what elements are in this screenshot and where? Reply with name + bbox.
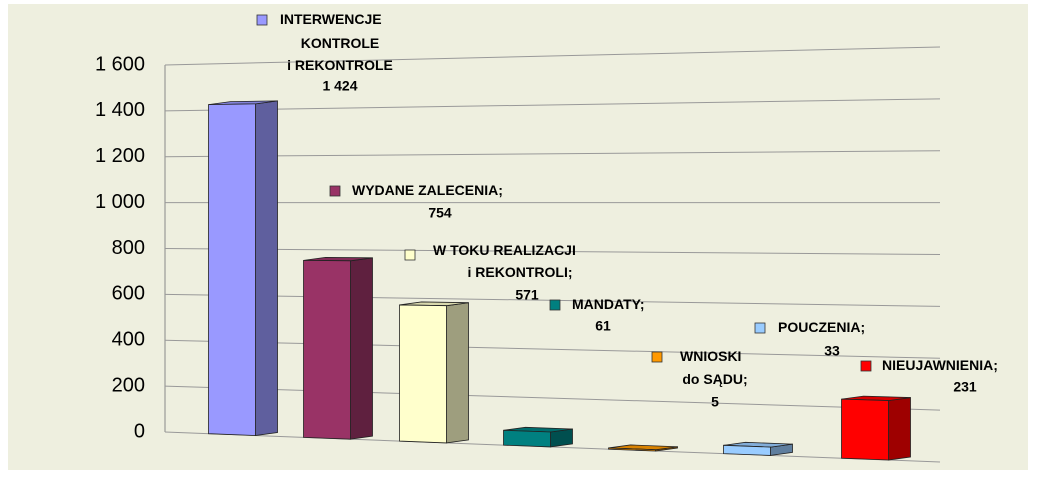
label-line: i REKONTROLE bbox=[287, 57, 393, 73]
y-tick-label: 1 400 bbox=[95, 99, 145, 121]
value-label: 61 bbox=[595, 318, 611, 334]
value-label: 1 424 bbox=[322, 78, 357, 94]
bar-side bbox=[350, 257, 373, 440]
value-label: 571 bbox=[515, 287, 539, 303]
bar bbox=[208, 103, 256, 436]
y-tick-label: 400 bbox=[112, 329, 145, 351]
legend-swatch bbox=[651, 351, 663, 363]
label-line: i REKONTROLI; bbox=[468, 264, 573, 280]
y-tick-label: 200 bbox=[112, 374, 145, 396]
bar bbox=[303, 259, 351, 440]
label-line: WYDANE ZALECENIA; bbox=[352, 182, 503, 198]
value-label: 5 bbox=[711, 394, 719, 410]
label-line: MANDATY; bbox=[572, 296, 645, 312]
value-label: 33 bbox=[824, 343, 840, 359]
grid-line bbox=[164, 46, 941, 66]
category-label: POUCZENIA; bbox=[778, 319, 865, 335]
legend-swatch bbox=[329, 185, 341, 197]
category-label: MANDATY; bbox=[572, 296, 645, 312]
legend-swatch bbox=[549, 299, 561, 311]
label-line: do SĄDU; bbox=[682, 371, 747, 387]
y-tick-label: 800 bbox=[112, 237, 145, 259]
y-tick-label: 1 600 bbox=[95, 53, 145, 75]
value-label: 754 bbox=[428, 205, 452, 221]
bar-side bbox=[255, 100, 278, 436]
category-label: W TOKU REALIZACJI i REKONTROLI; bbox=[433, 242, 576, 280]
y-tick-label: 1 000 bbox=[95, 191, 145, 213]
label-line: NIEUJAWNIENIA; bbox=[882, 357, 998, 373]
grid-line bbox=[164, 150, 941, 158]
legend-swatch bbox=[404, 249, 416, 261]
chart-background bbox=[8, 4, 1028, 470]
label-line: INTERWENCJE bbox=[280, 11, 382, 27]
label-line: POUCZENIA; bbox=[778, 319, 865, 335]
bar bbox=[503, 429, 551, 448]
y-tick-label: 1 200 bbox=[95, 145, 145, 167]
bar-side bbox=[888, 397, 911, 461]
category-label: INTERWENCJE KONTROLE i REKONTROLE bbox=[280, 11, 393, 73]
bar bbox=[723, 444, 771, 456]
label-line: KONTROLE bbox=[301, 35, 380, 51]
legend-swatch bbox=[860, 360, 872, 372]
bar-side bbox=[446, 302, 469, 444]
grid-line bbox=[164, 98, 941, 112]
legend-swatch bbox=[754, 322, 766, 334]
grid-line bbox=[164, 385, 941, 411]
category-label: WYDANE ZALECENIA; bbox=[352, 182, 503, 198]
legend-swatch bbox=[256, 14, 268, 26]
bar bbox=[608, 447, 656, 452]
label-line: WNIOSKI bbox=[680, 348, 741, 364]
y-tick-label: 0 bbox=[134, 420, 145, 442]
grid-line bbox=[164, 339, 941, 359]
grid-line bbox=[164, 248, 941, 255]
y-tick-label: 600 bbox=[112, 283, 145, 305]
label-line: W TOKU REALIZACJI bbox=[433, 242, 576, 258]
value-label: 231 bbox=[953, 379, 977, 395]
category-label: NIEUJAWNIENIA; bbox=[882, 357, 998, 373]
category-label: WNIOSKI do SĄDU; bbox=[680, 348, 748, 387]
bar bbox=[841, 398, 889, 461]
bar bbox=[399, 304, 447, 444]
